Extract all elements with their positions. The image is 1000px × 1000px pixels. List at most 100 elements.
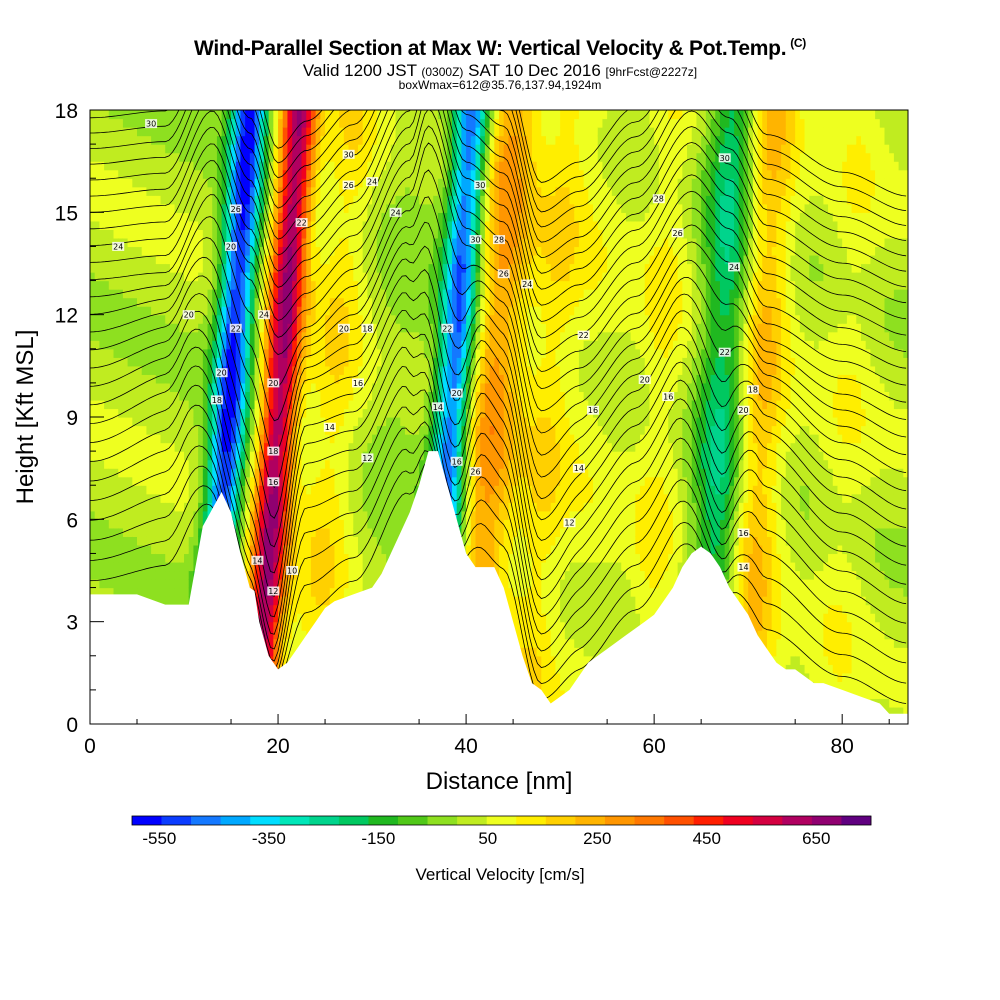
velocity-cell: [128, 391, 133, 400]
velocity-cell: [372, 212, 377, 221]
velocity-cell: [161, 127, 166, 136]
velocity-cell: [90, 195, 95, 204]
velocity-cell: [325, 264, 330, 273]
velocity-cell: [203, 246, 208, 255]
velocity-cell: [250, 460, 255, 469]
velocity-cell: [349, 460, 354, 469]
velocity-cell: [353, 136, 358, 145]
velocity-cell: [344, 571, 349, 580]
velocity-cell: [306, 494, 311, 503]
velocity-cell: [156, 485, 161, 494]
velocity-cell: [287, 204, 292, 213]
velocity-cell: [302, 417, 307, 426]
velocity-cell: [156, 272, 161, 281]
velocity-cell: [283, 272, 288, 281]
velocity-cell: [208, 264, 213, 273]
velocity-cell: [287, 110, 292, 119]
velocity-cell: [231, 255, 236, 264]
velocity-cell: [306, 519, 311, 528]
velocity-cell: [95, 408, 100, 417]
velocity-cell: [137, 545, 142, 554]
velocity-cell: [95, 451, 100, 460]
velocity-cell: [217, 170, 222, 179]
velocity-cell: [95, 195, 100, 204]
velocity-cell: [128, 477, 133, 486]
velocity-cell: [161, 460, 166, 469]
velocity-cell: [358, 153, 363, 162]
velocity-cell: [95, 264, 100, 273]
velocity-cell: [250, 221, 255, 230]
velocity-cell: [344, 553, 349, 562]
velocity-cell: [339, 528, 344, 537]
velocity-cell: [151, 289, 156, 298]
velocity-cell: [377, 306, 382, 315]
velocity-cell: [165, 289, 170, 298]
velocity-cell: [306, 170, 311, 179]
velocity-cell: [269, 528, 274, 537]
velocity-cell: [161, 408, 166, 417]
velocity-cell: [161, 451, 166, 460]
velocity-cell: [90, 502, 95, 511]
velocity-cell: [165, 127, 170, 136]
velocity-cell: [132, 246, 137, 255]
velocity-cell: [151, 136, 156, 145]
velocity-cell: [330, 443, 335, 452]
velocity-cell: [189, 485, 194, 494]
velocity-cell: [104, 170, 109, 179]
velocity-cell: [208, 408, 213, 417]
velocity-cell: [104, 417, 109, 426]
velocity-cell: [377, 553, 382, 562]
velocity-cell: [95, 553, 100, 562]
velocity-cell: [175, 443, 180, 452]
velocity-cell: [217, 204, 222, 213]
velocity-cell: [95, 187, 100, 196]
velocity-cell: [316, 289, 321, 298]
velocity-cell: [161, 212, 166, 221]
velocity-cell: [95, 468, 100, 477]
velocity-cell: [90, 494, 95, 503]
velocity-cell: [400, 332, 405, 341]
velocity-cell: [222, 332, 227, 341]
velocity-cell: [396, 443, 401, 452]
velocity-cell: [349, 366, 354, 375]
velocity-cell: [255, 408, 260, 417]
velocity-cell: [156, 246, 161, 255]
velocity-cell: [132, 374, 137, 383]
velocity-cell: [330, 485, 335, 494]
velocity-cell: [151, 545, 156, 554]
velocity-cell: [405, 178, 410, 187]
velocity-cell: [330, 553, 335, 562]
velocity-cell: [306, 315, 311, 324]
velocity-cell: [353, 494, 358, 503]
velocity-cell: [372, 426, 377, 435]
velocity-cell: [142, 144, 147, 153]
velocity-cell: [405, 434, 410, 443]
velocity-cell: [170, 511, 175, 520]
velocity-cell: [245, 136, 250, 145]
velocity-cell: [302, 340, 307, 349]
velocity-cell: [128, 434, 133, 443]
velocity-cell: [344, 588, 349, 597]
velocity-cell: [400, 443, 405, 452]
velocity-cell: [325, 246, 330, 255]
velocity-cell: [99, 332, 104, 341]
velocity-cell: [99, 468, 104, 477]
velocity-cell: [325, 178, 330, 187]
velocity-cell: [349, 349, 354, 358]
velocity-cell: [151, 349, 156, 358]
velocity-cell: [405, 494, 410, 503]
velocity-cell: [269, 494, 274, 503]
velocity-cell: [114, 366, 119, 375]
velocity-cell: [316, 485, 321, 494]
velocity-cell: [302, 153, 307, 162]
velocity-cell: [386, 383, 391, 392]
velocity-cell: [212, 119, 217, 128]
velocity-cell: [226, 281, 231, 290]
velocity-cell: [90, 119, 95, 128]
velocity-cell: [396, 170, 401, 179]
velocity-cell: [142, 289, 147, 298]
velocity-cell: [222, 187, 227, 196]
velocity-cell: [165, 272, 170, 281]
velocity-cell: [391, 315, 396, 324]
velocity-cell: [320, 408, 325, 417]
